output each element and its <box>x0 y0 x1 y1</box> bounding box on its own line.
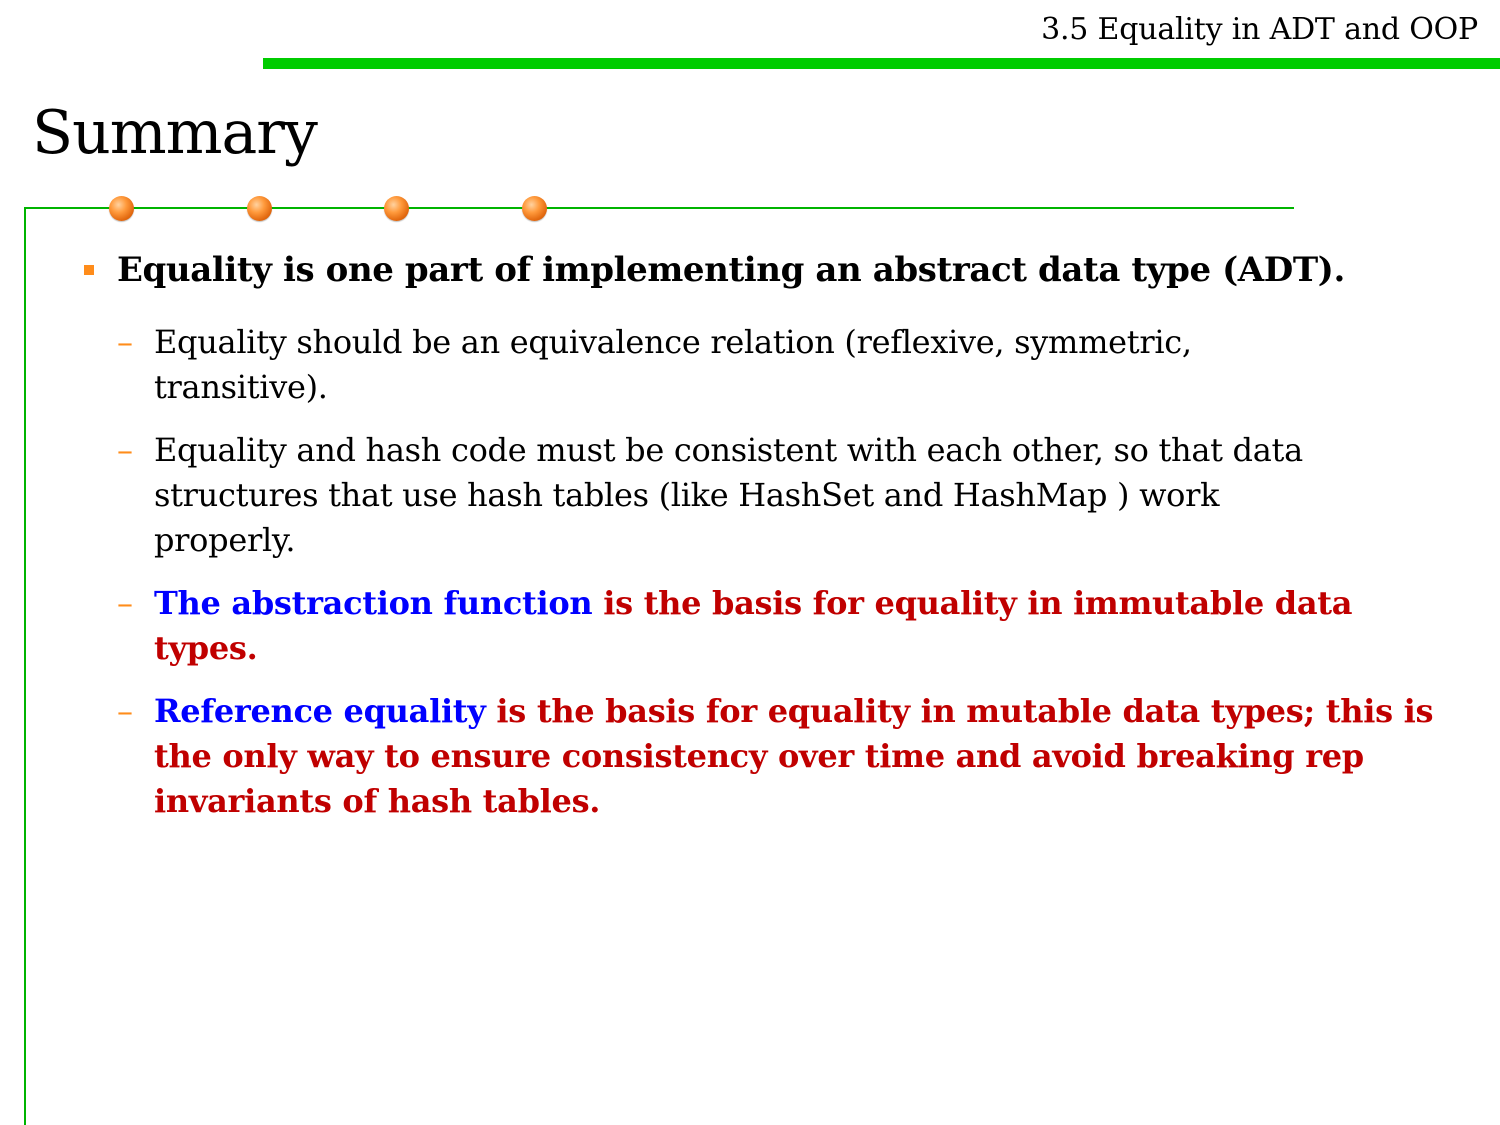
sub-bullet-4-red-text-1: is the basis for equality in mutable dat… <box>485 692 1434 730</box>
dash-marker: – <box>117 431 133 469</box>
sub-bullet-2-line-1: Equality and hash code must be consisten… <box>154 431 1303 469</box>
sub-bullet-3-red-text-1: is the basis for equality in immutable d… <box>592 584 1353 622</box>
sub-bullet-3-line-1: The abstraction function is the basis fo… <box>154 581 1352 626</box>
decorative-dot-2 <box>247 196 272 221</box>
dash-marker: – <box>117 692 133 730</box>
sub-bullet-1-line-2: transitive). <box>154 368 328 406</box>
header-title: 3.5 Equality in ADT and OOP <box>1041 12 1478 47</box>
sub-bullet-3-text: The abstraction function is the basis fo… <box>154 581 1352 671</box>
main-bullet-text: Equality is one part of implementing an … <box>117 250 1345 290</box>
sub-bullet-1-line-1: Equality should be an equivalence relati… <box>154 323 1192 361</box>
sub-bullet-4-line-1: Reference equality is the basis for equa… <box>154 689 1434 734</box>
header-bar <box>263 58 1500 69</box>
dash-marker: – <box>117 584 133 622</box>
decorative-dot-3 <box>384 196 409 221</box>
reference-equality-highlight: Reference equality <box>154 692 486 730</box>
sub-bullet-4-text: Reference equality is the basis for equa… <box>154 689 1434 824</box>
frame-top-line <box>24 207 1294 209</box>
sub-bullet-3-line-2: types. <box>154 629 258 667</box>
sub-bullet-4-line-3: invariants of hash tables. <box>154 782 601 820</box>
sub-bullet-1-text: Equality should be an equivalence relati… <box>154 320 1192 410</box>
decorative-dot-4 <box>522 196 547 221</box>
abstraction-function-highlight: The abstraction function <box>154 584 593 622</box>
main-bullet-marker <box>84 265 94 275</box>
frame-left-line <box>24 207 26 1125</box>
sub-bullet-4-line-2: the only way to ensure consistency over … <box>154 737 1364 775</box>
decorative-dot-1 <box>109 196 134 221</box>
slide-title: Summary <box>32 98 318 168</box>
dash-marker: – <box>117 323 133 361</box>
sub-bullet-2-line-3: properly. <box>154 521 296 559</box>
sub-bullet-2-line-2: structures that use hash tables (like Ha… <box>154 476 1220 514</box>
sub-bullet-2-text: Equality and hash code must be consisten… <box>154 428 1303 563</box>
